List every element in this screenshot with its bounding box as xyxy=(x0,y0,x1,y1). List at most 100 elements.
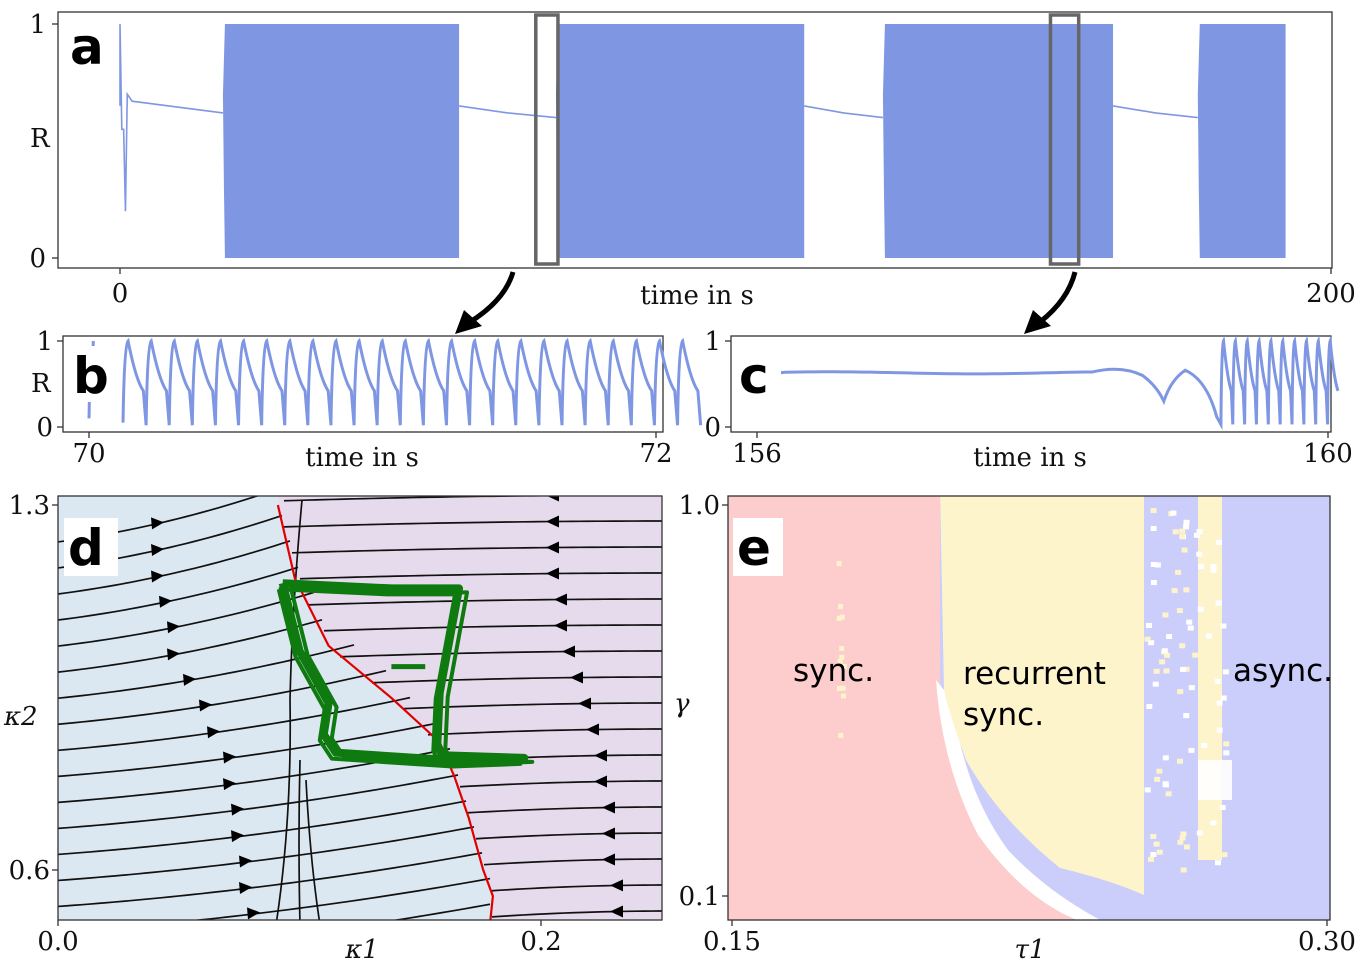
arrow-to-b xyxy=(468,271,516,325)
panel-e-speckle xyxy=(840,693,846,699)
panel-e-speckle xyxy=(1183,524,1190,530)
panel-e-speckle xyxy=(1150,561,1157,567)
panel-d-arrow-left-6 xyxy=(167,648,180,661)
panel-d-arrow-left-8 xyxy=(199,699,212,712)
panel-e-xtick-label-030: 0.30 xyxy=(1298,927,1356,957)
panel-d-arrow-left-9 xyxy=(207,726,220,739)
panel-e-speckle xyxy=(1177,839,1184,845)
panel-d-arrow-right-20 xyxy=(546,541,559,554)
panel-d-arrow-right-28 xyxy=(594,749,607,762)
panel-e-speckle xyxy=(1198,564,1205,570)
panel-e-speckle xyxy=(1150,525,1157,531)
panel-a-xtick-label-200: 200 xyxy=(1306,279,1356,309)
panel-e-speckle xyxy=(1202,601,1209,607)
panel-e-speckle xyxy=(839,654,845,660)
panel-b-ytick-label-1: 1 xyxy=(36,327,53,357)
panel-e-speckles xyxy=(836,507,1232,873)
panel-e-speckle xyxy=(839,645,845,651)
panel-a-zoom-box-2 xyxy=(1048,13,1081,266)
panel-e-label-recurrent-sync: sync. xyxy=(963,697,1044,733)
panel-e-speckle xyxy=(836,615,842,621)
panel-d-ytick-label-06: 0.6 xyxy=(9,856,50,886)
panel-e-speckle xyxy=(1187,625,1194,631)
panel-e-label-async: async. xyxy=(1233,653,1333,689)
panel-d-streamline-left-5 xyxy=(58,591,315,647)
panel-e-speckle xyxy=(1180,666,1187,672)
panel-d-streamline-right-19 xyxy=(283,520,662,528)
panel-d-arrow-left-3 xyxy=(151,570,164,583)
panel-d-streamlines xyxy=(58,496,662,920)
panel-e-speckle xyxy=(1145,622,1152,628)
panel-e-speckle xyxy=(1216,727,1223,733)
panel-e-speckle xyxy=(1170,510,1177,516)
panel-c-letter-bg xyxy=(735,346,781,402)
panel-d-arrow-left-16 xyxy=(247,907,260,920)
panel-e-speckle xyxy=(838,603,844,609)
panel-b-xlabel: time in s xyxy=(305,443,419,473)
panel-a-zoom-box-1 xyxy=(534,13,560,266)
panel-e-speckle xyxy=(1171,588,1178,594)
panel-c: 1 0 156 160 time in s c xyxy=(704,327,1352,473)
panel-b-xtick-label-70: 70 xyxy=(72,439,105,469)
panel-d-arrow-left-11 xyxy=(223,778,236,791)
panel-d-ylabel: κ2 xyxy=(3,702,38,732)
panel-e-speckle xyxy=(836,685,842,691)
panel-a-xlabel: time in s xyxy=(640,281,754,311)
panel-d-streamline-left-13 xyxy=(58,800,467,856)
panel-d-trajectory-path xyxy=(278,579,529,765)
panel-e-heatmap xyxy=(728,496,1330,920)
panel-b-ylabel: R xyxy=(31,369,52,399)
panel-e-speckle xyxy=(1203,628,1210,634)
panel-a-sync-block-2 xyxy=(555,24,805,258)
panel-d-streamline-left-12 xyxy=(58,774,459,830)
panel-e-speckle xyxy=(1144,787,1151,793)
panel-d-streamline-right-23 xyxy=(323,624,662,632)
panel-e-speckle xyxy=(1176,758,1183,764)
panel-b-letter: b xyxy=(73,347,109,405)
panel-e-speckle xyxy=(1196,551,1203,557)
panel-e-recurrent-strip xyxy=(1198,496,1222,860)
panel-e-speckle xyxy=(1154,562,1161,568)
panel-d-streamline-right-31 xyxy=(475,832,662,840)
panel-e-speckle xyxy=(1179,835,1186,841)
panel-e-speckle xyxy=(839,614,845,620)
panel-e-speckle xyxy=(1164,652,1171,658)
panel-d-arrow-right-30 xyxy=(602,801,615,814)
panel-d-streamline-left-6 xyxy=(58,618,323,673)
panel-e-speckle xyxy=(1144,636,1151,642)
panel-d-frame xyxy=(57,495,663,921)
panel-e-speckle xyxy=(1220,623,1227,629)
panel-e-speckle xyxy=(1183,587,1190,593)
panel-e-speckle xyxy=(1223,750,1230,756)
panel-e-region-recurrent xyxy=(940,496,1144,895)
panel-a-letter-bg xyxy=(64,18,116,72)
panel-e-speckle xyxy=(837,658,843,664)
panel-e-frame xyxy=(727,495,1331,921)
panel-e-speckle xyxy=(1219,804,1226,810)
panel-e-speckle xyxy=(1150,579,1157,585)
panel-d-streamline-left-16 xyxy=(191,877,491,920)
panel-a-ylabel: R xyxy=(30,124,51,154)
panel-c-xlabel: time in s xyxy=(973,443,1087,473)
panel-e-speckle xyxy=(1162,755,1169,761)
panel-d-arrow-left-12 xyxy=(231,803,244,816)
panel-e-ytick-label-01: 0.1 xyxy=(679,882,720,912)
panel-d-arrow-left-15 xyxy=(239,881,252,894)
panel-d-arrow-right-18 xyxy=(547,496,559,502)
panel-e-speckle xyxy=(1176,608,1183,614)
panel-d-arrow-left-1 xyxy=(151,517,164,530)
panel-e-speckle xyxy=(1159,659,1166,665)
panel-d-trajectory-path-3 xyxy=(276,587,523,769)
panel-e-speckle xyxy=(838,732,844,738)
panel-a-letter: a xyxy=(70,18,104,76)
panel-d-streamline-left-3 xyxy=(58,540,291,595)
panel-e-speckle xyxy=(1216,539,1223,545)
panel-d-arrow-right-32 xyxy=(602,853,615,866)
panel-e-speckle xyxy=(1161,648,1168,654)
panel-d-streamline-left-14 xyxy=(58,826,475,882)
panel-d-streamline-right-29 xyxy=(459,780,662,788)
panel-c-xtick-label-160: 160 xyxy=(1303,439,1353,469)
panel-e-letter: e xyxy=(737,519,771,577)
panel-e-label-recurrent: recurrent xyxy=(963,656,1106,692)
panel-a: 1 0 R 0 200 time in s a xyxy=(29,10,1355,311)
